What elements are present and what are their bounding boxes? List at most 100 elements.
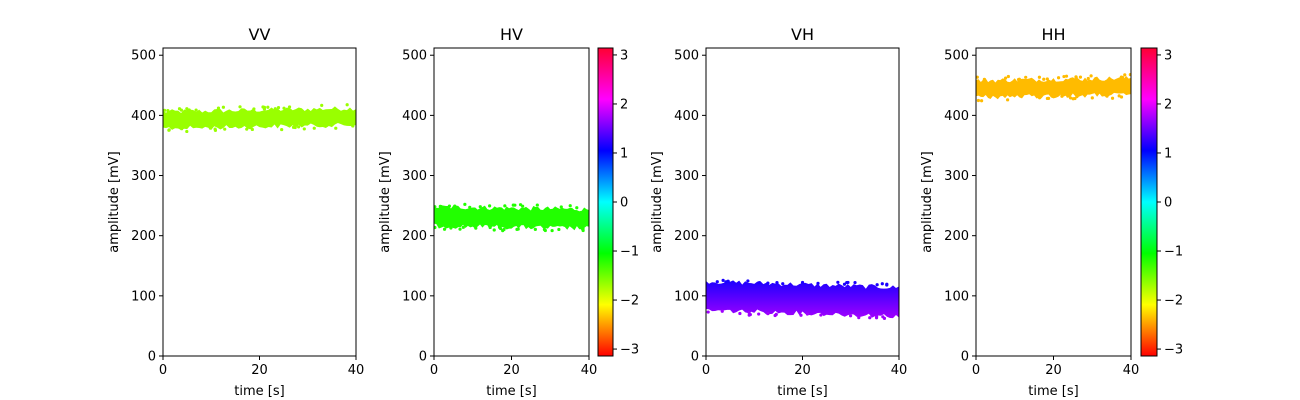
data-point	[874, 316, 879, 320]
data-point	[557, 227, 561, 232]
data-point	[773, 313, 777, 318]
data-point	[163, 108, 167, 112]
data-point	[1089, 74, 1093, 78]
data-point	[521, 204, 525, 208]
colorbar-gradient	[598, 48, 613, 356]
x-axis-label: time [s]	[1028, 384, 1078, 399]
data-point	[720, 309, 724, 313]
colorbar-gradient	[1141, 48, 1157, 356]
y-axis-label: amplitude [mV]	[107, 151, 122, 253]
data-point	[351, 124, 355, 128]
data-point	[312, 126, 316, 130]
data-point	[501, 228, 505, 233]
data-band-vv	[163, 106, 356, 130]
data-point	[498, 226, 503, 231]
data-point	[1128, 72, 1131, 77]
data-point	[800, 280, 805, 285]
data-point	[1068, 96, 1073, 100]
data-point	[881, 315, 885, 319]
x-tick-label: 0	[972, 363, 980, 378]
colorbar-tick-label: −1	[620, 245, 639, 260]
data-point	[1006, 74, 1010, 79]
data-point	[1060, 94, 1064, 98]
data-point	[1071, 97, 1075, 101]
data-point	[746, 279, 750, 283]
y-tick-label: 300	[674, 169, 699, 184]
y-tick-label: 100	[402, 289, 427, 304]
data-point	[1117, 94, 1121, 98]
data-point	[223, 127, 227, 131]
data-point	[1105, 94, 1109, 98]
y-tick-label: 300	[402, 169, 427, 184]
data-point	[468, 205, 472, 209]
data-point	[1062, 74, 1066, 79]
subplot-title: HV	[500, 25, 523, 44]
data-point	[187, 108, 191, 112]
data-point	[345, 103, 349, 107]
data-point	[488, 225, 492, 230]
colorbar-tick-label: −1	[1164, 245, 1183, 260]
data-point	[461, 225, 465, 229]
data-point	[442, 227, 447, 231]
data-point	[216, 106, 221, 110]
data-point	[245, 127, 249, 131]
data-point	[766, 312, 770, 316]
y-tick-label: 0	[419, 350, 427, 365]
data-point	[550, 228, 554, 233]
data-point	[320, 103, 324, 107]
data-point	[453, 204, 457, 208]
data-point	[511, 203, 515, 207]
data-point	[166, 109, 170, 113]
x-tick-label: 40	[348, 363, 365, 378]
data-point	[721, 278, 725, 282]
y-axis-label: amplitude [mV]	[378, 151, 393, 253]
data-point	[706, 310, 710, 314]
colorbar-tick-label: 2	[1164, 97, 1172, 112]
data-point	[848, 314, 853, 318]
data-point	[559, 205, 563, 209]
data-point	[868, 316, 872, 320]
x-tick-label: 20	[503, 363, 520, 378]
y-tick-label: 100	[131, 289, 156, 304]
data-point	[287, 105, 292, 109]
y-tick-label: 0	[148, 350, 156, 365]
y-axis-label: amplitude [mV]	[920, 151, 935, 253]
data-point	[805, 312, 809, 316]
y-tick-label: 0	[691, 350, 699, 365]
data-point	[819, 313, 823, 317]
data-point	[474, 226, 478, 230]
y-tick-label: 100	[944, 289, 969, 304]
data-point	[816, 281, 820, 285]
subplot-title: VV	[249, 25, 271, 44]
y-axis-label: amplitude [mV]	[650, 151, 665, 253]
data-point	[516, 227, 520, 231]
data-point	[533, 227, 537, 231]
y-tick-label: 0	[961, 350, 969, 365]
data-point	[434, 225, 437, 230]
data-point	[297, 125, 301, 129]
y-tick-label: 400	[944, 109, 969, 124]
data-point	[334, 126, 338, 130]
data-point	[535, 203, 539, 207]
data-point	[1090, 96, 1094, 100]
x-tick-label: 40	[1123, 363, 1140, 378]
data-point	[976, 98, 981, 103]
x-tick-label: 0	[702, 363, 710, 378]
y-tick-label: 500	[131, 49, 156, 64]
x-axis-label: time [s]	[777, 384, 827, 399]
colorbar-tick-label: 3	[620, 48, 628, 63]
colorbar-tick-label: −2	[1164, 294, 1183, 309]
data-point	[238, 105, 242, 109]
data-point	[1078, 75, 1083, 79]
colorbar-tick-label: −3	[1164, 343, 1183, 358]
colorbar-tick-label: 0	[1164, 196, 1172, 211]
data-point	[724, 280, 728, 284]
colorbar-tick-label: 0	[620, 196, 628, 211]
y-tick-label: 200	[131, 229, 156, 244]
data-point	[1066, 94, 1070, 98]
subplot-title: VH	[791, 25, 814, 44]
data-point	[1024, 75, 1028, 79]
y-tick-label: 500	[674, 49, 699, 64]
